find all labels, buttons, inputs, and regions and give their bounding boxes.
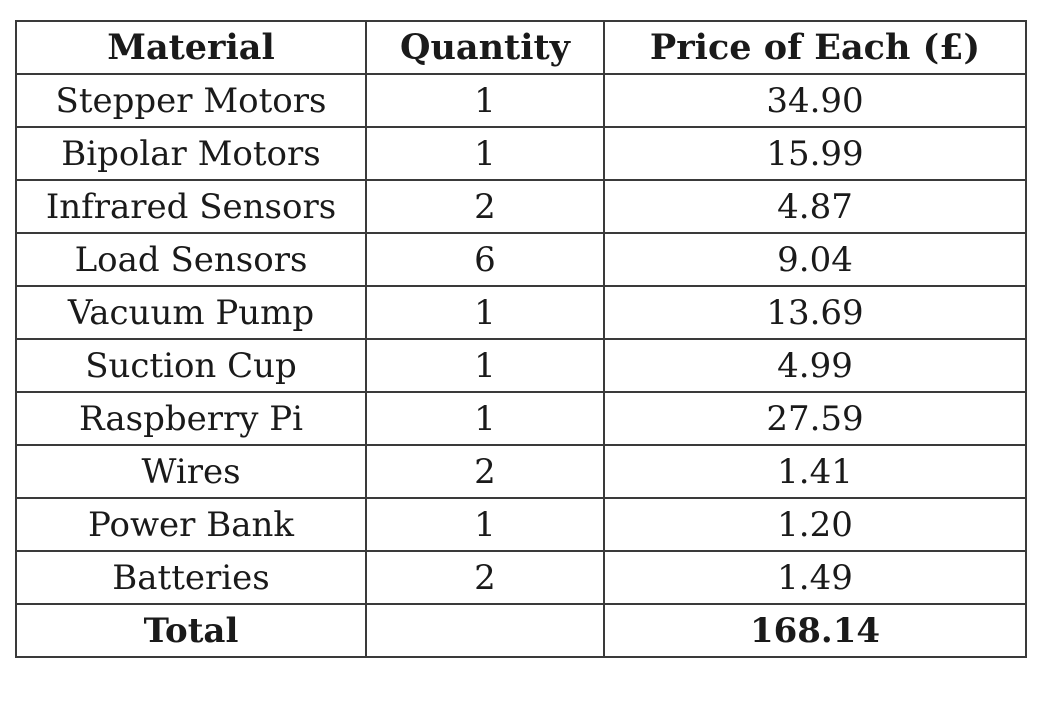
table-row: Batteries 2 1.49 xyxy=(15,550,1027,605)
table-row: Power Bank 1 1.20 xyxy=(15,497,1027,552)
quantity-cell: 1 xyxy=(365,338,605,393)
material-cell: Stepper Motors xyxy=(15,73,367,128)
quantity-cell: 1 xyxy=(365,73,605,128)
material-cell: Load Sensors xyxy=(15,232,367,287)
price-cell: 1.41 xyxy=(603,444,1027,499)
table-row: Vacuum Pump 1 13.69 xyxy=(15,285,1027,340)
total-label: Total xyxy=(15,603,367,658)
total-row: Total 168.14 xyxy=(15,603,1027,658)
quantity-cell: 2 xyxy=(365,444,605,499)
table-row: Stepper Motors 1 34.90 xyxy=(15,73,1027,128)
material-cell: Raspberry Pi xyxy=(15,391,367,446)
quantity-cell: 1 xyxy=(365,497,605,552)
table-row: Bipolar Motors 1 15.99 xyxy=(15,126,1027,181)
materials-cost-table: Material Quantity Price of Each (£) Step… xyxy=(15,20,1027,658)
price-cell: 34.90 xyxy=(603,73,1027,128)
quantity-cell: 1 xyxy=(365,285,605,340)
header-row: Material Quantity Price of Each (£) xyxy=(15,20,1027,75)
total-price: 168.14 xyxy=(603,603,1027,658)
quantity-cell: 6 xyxy=(365,232,605,287)
price-cell: 27.59 xyxy=(603,391,1027,446)
material-cell: Vacuum Pump xyxy=(15,285,367,340)
material-cell: Suction Cup xyxy=(15,338,367,393)
table-row: Raspberry Pi 1 27.59 xyxy=(15,391,1027,446)
material-cell: Power Bank xyxy=(15,497,367,552)
price-cell: 13.69 xyxy=(603,285,1027,340)
table-row: Wires 2 1.41 xyxy=(15,444,1027,499)
table-row: Load Sensors 6 9.04 xyxy=(15,232,1027,287)
price-cell: 15.99 xyxy=(603,126,1027,181)
price-cell: 4.99 xyxy=(603,338,1027,393)
price-cell: 1.49 xyxy=(603,550,1027,605)
material-cell: Batteries xyxy=(15,550,367,605)
material-cell: Infrared Sensors xyxy=(15,179,367,234)
material-cell: Wires xyxy=(15,444,367,499)
quantity-cell: 1 xyxy=(365,391,605,446)
price-cell: 4.87 xyxy=(603,179,1027,234)
quantity-cell: 2 xyxy=(365,179,605,234)
table-row: Infrared Sensors 2 4.87 xyxy=(15,179,1027,234)
quantity-cell: 1 xyxy=(365,126,605,181)
header-material: Material xyxy=(15,20,367,75)
price-cell: 1.20 xyxy=(603,497,1027,552)
price-cell: 9.04 xyxy=(603,232,1027,287)
quantity-cell: 2 xyxy=(365,550,605,605)
material-cell: Bipolar Motors xyxy=(15,126,367,181)
header-quantity: Quantity xyxy=(365,20,605,75)
header-price: Price of Each (£) xyxy=(603,20,1027,75)
table-row: Suction Cup 1 4.99 xyxy=(15,338,1027,393)
total-quantity xyxy=(365,603,605,658)
